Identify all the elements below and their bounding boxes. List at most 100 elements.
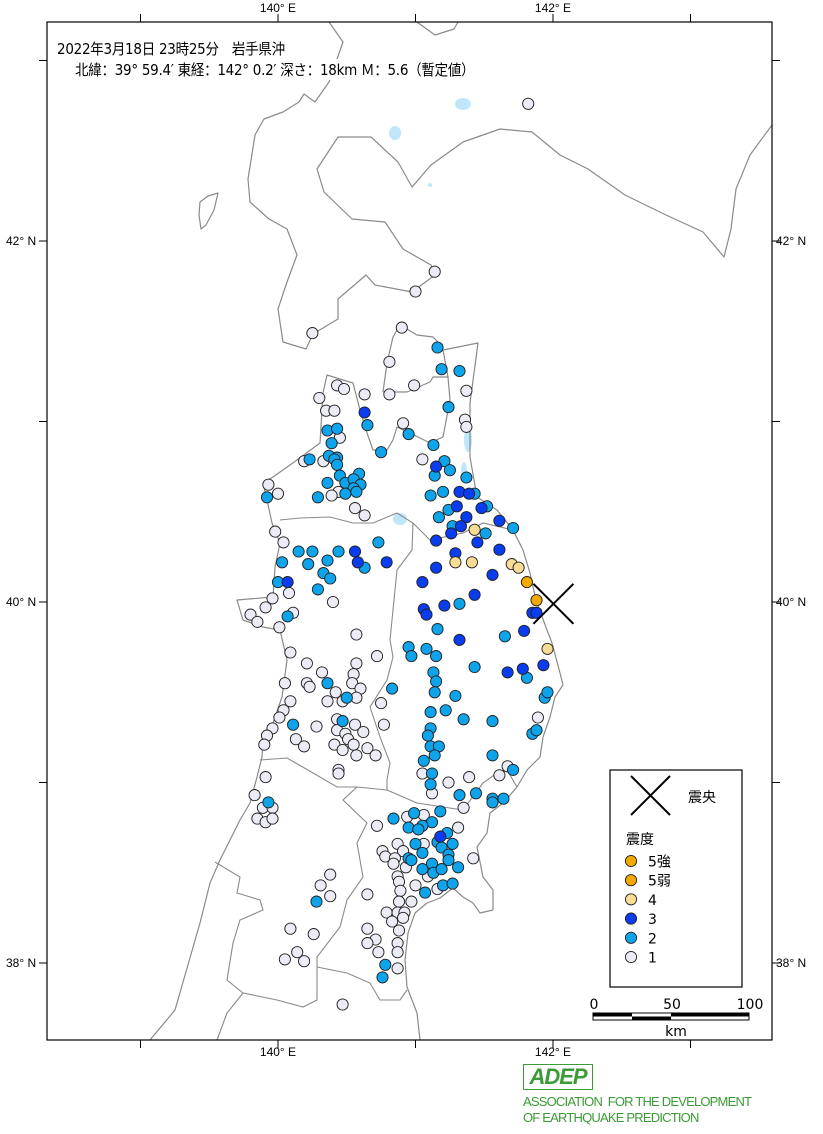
station-marker-int-3	[351, 556, 364, 569]
station-marker-int-1	[310, 720, 323, 733]
station-marker-int-2	[325, 437, 338, 450]
station-marker-int-1	[397, 417, 410, 430]
station-marker-int-2	[432, 511, 445, 524]
station-marker-int-4	[512, 561, 525, 574]
legend-label-3: 3	[648, 912, 657, 928]
legend-label-5+: 5強	[648, 855, 671, 871]
station-marker-int-2	[424, 489, 437, 502]
legend-swatch-2	[624, 931, 638, 944]
station-marker-int-2	[339, 487, 352, 500]
station-marker-int-1	[259, 771, 272, 784]
legend-label-4: 4	[648, 893, 657, 909]
station-marker-int-1	[394, 884, 407, 897]
station-marker-int-1	[383, 355, 396, 368]
station-marker-int-1	[409, 285, 422, 298]
station-marker-int-1	[370, 819, 384, 832]
station-marker-int-3	[486, 568, 499, 581]
station-marker-int-1	[387, 857, 400, 870]
scale-label-0: 0	[590, 997, 599, 1013]
station-marker-int-2	[434, 805, 447, 818]
station-marker-int-1	[324, 868, 337, 881]
station-marker-int-2	[331, 422, 344, 435]
station-marker-int-2	[281, 610, 294, 623]
station-marker-int-1	[405, 895, 418, 908]
station-marker-int-4	[449, 556, 462, 569]
station-marker-int-2	[428, 749, 441, 762]
station-marker-int-2	[427, 438, 440, 452]
station-marker-int-1	[361, 742, 374, 755]
station-marker-int-2	[453, 597, 466, 610]
station-marker-int-1	[395, 321, 408, 334]
legend-swatch-4	[624, 893, 638, 906]
station-marker-int-2	[453, 789, 466, 802]
station-marker-int-1	[522, 97, 535, 110]
legend-swatch-5+	[624, 854, 638, 868]
station-marker-int-2	[417, 754, 430, 767]
lat-label: 38° N	[776, 956, 806, 970]
legend-swatch-3	[624, 912, 638, 925]
epicenter-marker	[532, 583, 575, 625]
station-marker-int-1	[452, 821, 465, 834]
station-marker-int-1	[350, 628, 363, 641]
station-marker-int-1	[457, 801, 470, 814]
station-marker-int-1	[336, 998, 349, 1011]
station-marker-int-2	[419, 886, 432, 899]
station-marker-int-1	[266, 812, 279, 825]
station-marker-int-2	[321, 554, 334, 567]
station-marker-int-1	[493, 769, 506, 782]
station-marker-int-1	[391, 946, 404, 959]
axis-labels: 140° E 140° E 142° E 142° E 42° N 42° N 40° N 4…	[6, 1, 806, 1059]
station-marker-int-2	[439, 704, 452, 717]
station-marker-int-1	[336, 743, 349, 757]
station-marker-int-1	[277, 536, 290, 549]
station-marker-int-1	[347, 738, 360, 751]
legend-intensity-title: 震度	[626, 832, 654, 848]
station-marker-int-3	[445, 527, 458, 540]
station-marker-int-2	[276, 556, 289, 569]
station-marker-int-2	[379, 958, 392, 971]
station-marker-int-3	[516, 662, 529, 675]
station-marker-int-1	[266, 592, 279, 605]
legend-epicenter-label: 震央	[688, 790, 716, 806]
station-marker-int-1	[298, 740, 311, 753]
station-marker-int-2	[387, 812, 400, 825]
station-marker-int-1	[428, 265, 441, 278]
station-marker-int-3	[468, 588, 481, 601]
station-marker-int-1	[463, 771, 476, 784]
station-marker-int-2	[409, 837, 422, 850]
scale-label-100: 100	[737, 997, 764, 1013]
legend-label-2: 2	[648, 931, 657, 947]
epicenter-stroke	[532, 583, 575, 625]
station-marker-int-1	[284, 695, 297, 708]
station-marker-int-4	[468, 523, 481, 536]
station-marker-int-2	[424, 778, 437, 791]
station-marker-int-1	[442, 776, 455, 789]
mutsu-bay-coast	[383, 376, 448, 393]
lat-label: 42° N	[6, 234, 36, 248]
station-marker-int-3	[454, 520, 467, 533]
station-marker-int-1	[361, 937, 374, 950]
station-marker-int-1	[282, 586, 296, 600]
lon-label: 140° E	[260, 1045, 296, 1059]
station-marker-int-2	[311, 583, 324, 596]
station-marker-int-2	[468, 660, 481, 674]
honshu-coast	[149, 342, 564, 1041]
station-marker-int-2	[324, 572, 337, 585]
station-marker-int-3	[537, 659, 550, 672]
station-marker-int-2	[449, 689, 462, 702]
station-marker-int-1	[271, 487, 285, 500]
station-marker-int-2	[442, 854, 455, 867]
station-marker-int-2	[436, 485, 450, 498]
station-marker-int-1	[358, 388, 371, 401]
station-marker-int-2	[376, 971, 389, 984]
station-marker-int-5-	[530, 594, 543, 607]
lat-label: 40° N	[6, 595, 36, 609]
station-marker-int-2	[386, 682, 399, 695]
station-marker-int-2	[303, 453, 316, 466]
station-marker-int-1	[408, 379, 421, 392]
station-markers	[244, 97, 554, 1011]
station-marker-int-1	[321, 695, 334, 708]
event-datetime-region: 2022年3月18日 23時25分 岩手県沖	[57, 38, 285, 59]
station-marker-int-5-	[520, 576, 533, 589]
